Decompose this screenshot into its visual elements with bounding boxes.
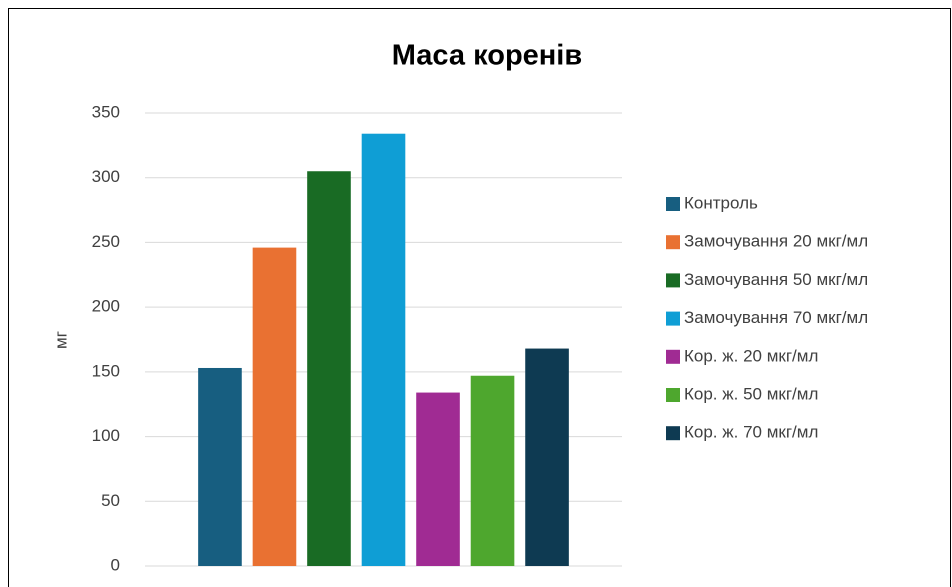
y-tick-label: 100 — [92, 426, 120, 445]
legend-swatch — [666, 273, 680, 288]
y-tick-label: 250 — [92, 232, 120, 251]
bar — [307, 171, 351, 566]
legend-label: Кор. ж. 20 мкг/мл — [684, 346, 818, 365]
y-tick-label: 200 — [92, 297, 120, 316]
legend-label: Кор. ж. 70 мкг/мл — [684, 423, 818, 442]
legend-label: Замочування 70 мкг/мл — [684, 308, 868, 327]
bar — [525, 348, 569, 566]
legend-label: Замочування 50 мкг/мл — [684, 270, 868, 289]
y-tick-label: 300 — [92, 167, 120, 186]
legend-label: Замочування 20 мкг/мл — [684, 232, 868, 251]
y-tick-label: 0 — [111, 555, 120, 574]
legend-swatch — [666, 426, 680, 441]
legend-label: Кор. ж. 50 мкг/мл — [684, 384, 818, 403]
y-tick-label: 50 — [101, 491, 120, 510]
legend-swatch — [666, 311, 680, 326]
bar — [361, 133, 406, 567]
bar — [198, 367, 242, 566]
bar — [416, 392, 460, 566]
legend-label: Контроль — [684, 193, 758, 212]
legend-swatch — [666, 235, 680, 250]
bar — [252, 247, 297, 566]
y-tick-label: 350 — [92, 102, 120, 121]
chart-title: Маса коренів — [392, 40, 582, 72]
y-tick-label: 150 — [92, 361, 120, 380]
bar — [470, 375, 515, 566]
legend-swatch — [666, 388, 680, 402]
legend-swatch — [666, 197, 680, 211]
legend-swatch — [666, 349, 680, 364]
chart-border — [8, 8, 951, 587]
y-axis-label: мг — [51, 331, 70, 349]
